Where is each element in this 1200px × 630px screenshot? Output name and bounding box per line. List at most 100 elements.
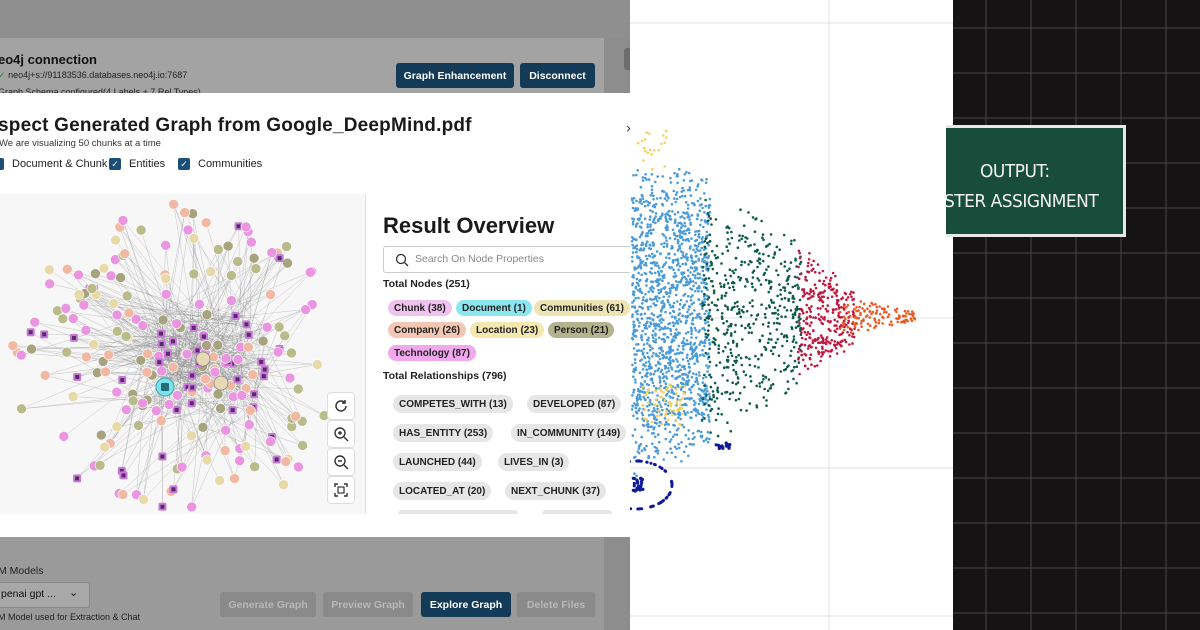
scatter-point <box>694 276 697 280</box>
rel-tag-partial[interactable] <box>398 510 518 514</box>
scatter-point <box>645 418 649 421</box>
scatter-point <box>651 355 654 358</box>
node-tag-communities[interactable]: Communities (61) <box>534 300 630 316</box>
scatter-point <box>828 355 832 358</box>
graph-canvas[interactable] <box>0 194 365 514</box>
scatter-point <box>690 332 693 336</box>
rel-tag[interactable]: IN_COMMUNITY (149) <box>511 424 627 442</box>
scatter-point <box>645 199 648 203</box>
side-handle[interactable] <box>624 48 630 70</box>
node-tag-chunk[interactable]: Chunk (38) <box>388 300 452 316</box>
scatter-point <box>695 345 698 349</box>
scatter-point <box>821 300 825 304</box>
scatter-point <box>745 409 748 412</box>
checkbox-icon[interactable]: ✓ <box>0 158 4 170</box>
scatter-point <box>654 295 657 299</box>
scatter-point <box>833 318 836 322</box>
scatter-point <box>649 461 653 465</box>
scatter-point <box>707 324 711 327</box>
scatter-point <box>755 406 759 409</box>
scatter-point <box>673 413 677 416</box>
graph-edge <box>191 238 195 362</box>
delete-files-button[interactable]: Delete Files <box>517 592 595 617</box>
node-tag-location[interactable]: Location (23) <box>470 322 545 338</box>
node-tag-company[interactable]: Company (26) <box>388 322 467 338</box>
scatter-point <box>808 314 812 318</box>
scatter-point <box>674 200 677 204</box>
node-tag-person[interactable]: Person (21) <box>548 322 615 338</box>
scatter-point <box>748 357 751 361</box>
scatter-point <box>731 285 735 289</box>
scatter-point <box>679 403 682 407</box>
scatter-point <box>703 292 706 296</box>
rel-tag-partial[interactable] <box>542 510 612 514</box>
graph-enhancement-button[interactable]: Graph Enhancement <box>396 63 514 88</box>
scatter-point <box>684 262 687 265</box>
scatter-point <box>632 375 635 379</box>
scatter-point <box>694 289 697 293</box>
scatter-point <box>656 281 660 284</box>
scatter-point <box>655 410 659 414</box>
scatter-point <box>653 421 657 425</box>
disconnect-button[interactable]: Disconnect <box>520 63 595 88</box>
checkbox-document-chunk[interactable]: ✓Document & Chunk <box>0 155 107 173</box>
search-input[interactable]: Search On Node Properties <box>383 246 630 273</box>
scatter-point <box>631 255 634 259</box>
close-icon[interactable]: × <box>626 121 630 136</box>
scatter-point <box>650 378 654 382</box>
scatter-point <box>669 361 672 365</box>
rel-tag[interactable]: HAS_ENTITY (253) <box>393 424 494 442</box>
scatter-point <box>740 237 743 241</box>
rel-tag[interactable]: LAUNCHED (44) <box>393 453 482 471</box>
explore-graph-button[interactable]: Explore Graph <box>421 592 511 617</box>
scatter-point <box>658 351 662 355</box>
graph-edge <box>198 400 235 479</box>
node-tag-technology[interactable]: Technology (87) <box>388 345 476 361</box>
scatter-point <box>757 279 761 282</box>
graph-edge <box>256 396 286 462</box>
rel-tag[interactable]: LOCATED_AT (20) <box>393 482 492 500</box>
rel-tag[interactable]: LIVES_IN (3) <box>498 453 570 471</box>
scatter-point <box>718 361 722 364</box>
zoom-in-icon[interactable] <box>327 420 355 448</box>
checkbox-icon[interactable]: ✓ <box>178 158 190 170</box>
scatter-point <box>648 357 651 360</box>
llm-model-select[interactable]: penai gpt ... ⌄ <box>0 582 90 608</box>
scatter-point <box>638 288 641 292</box>
scatter-point <box>782 233 786 237</box>
scatter-point <box>855 306 858 309</box>
refresh-icon[interactable] <box>327 392 355 420</box>
scatter-point <box>645 460 649 464</box>
graph-edge <box>162 408 263 457</box>
scatter-point <box>724 345 727 349</box>
fit-screen-icon[interactable] <box>327 476 355 504</box>
graph-visualization[interactable] <box>0 194 365 514</box>
checkbox-icon[interactable]: ✓ <box>109 158 121 170</box>
generate-graph-button[interactable]: Generate Graph <box>220 592 316 617</box>
tech-node <box>58 431 70 442</box>
scatter-point <box>686 207 690 210</box>
scatter-point <box>684 373 688 376</box>
scatter-point <box>655 250 659 253</box>
scatter-point <box>773 368 777 372</box>
preview-graph-button[interactable]: Preview Graph <box>323 592 413 617</box>
rel-tag[interactable]: DEVELOPED (87) <box>527 395 622 413</box>
scatter-point <box>704 332 708 336</box>
node-tag-document[interactable]: Document (1) <box>456 300 532 316</box>
rel-tag[interactable]: COMPETES_WITH (13) <box>393 395 513 413</box>
rel-tag[interactable]: NEXT_CHUNK (37) <box>505 482 606 500</box>
scatter-point <box>701 307 704 311</box>
checkbox-entities[interactable]: ✓ Entities <box>109 155 165 173</box>
zoom-out-icon[interactable] <box>327 448 355 476</box>
scatter-point <box>663 141 667 145</box>
scatter-point <box>783 334 786 338</box>
scatter-point <box>633 361 637 365</box>
scatter-point <box>683 292 687 296</box>
scatter-point <box>835 298 839 302</box>
scatter-point <box>721 317 724 321</box>
scatter-point <box>689 245 692 248</box>
scatter-point <box>820 345 824 349</box>
checkbox-communities[interactable]: ✓ Communities <box>178 155 262 173</box>
scatter-point <box>768 242 771 246</box>
scatter-point <box>632 299 636 302</box>
